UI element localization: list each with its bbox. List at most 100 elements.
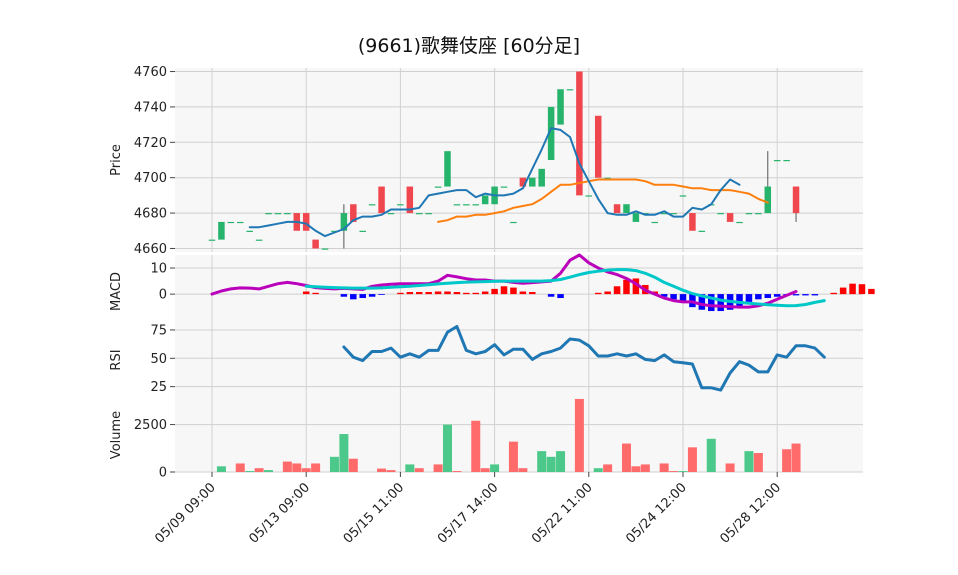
price-panel: 4660 4680 4700 4720 4740 4760 Price	[109, 65, 863, 257]
candle-body	[227, 221, 235, 224]
macd-histogram-bar	[773, 294, 781, 297]
candle-body	[378, 186, 385, 214]
ma-short-line	[248, 127, 741, 238]
volume-bar	[687, 447, 697, 472]
candle-body	[689, 213, 696, 231]
chart-panels: 4660 4680 4700 4720 4740 4760 Price 0 10 MACD 25 50…	[109, 65, 875, 481]
candle	[284, 213, 291, 215]
volume-bar	[744, 451, 754, 472]
macd-ytick-label: 0	[159, 288, 167, 303]
volume-bar	[264, 470, 274, 472]
macd-histogram-bar	[830, 292, 837, 295]
macd-histogram-bar	[350, 294, 357, 300]
macd-histogram-bar	[312, 292, 319, 295]
candle-body	[670, 213, 677, 215]
volume-bar	[329, 456, 339, 472]
candle-body	[764, 186, 772, 214]
candle-body	[434, 186, 442, 188]
x-tick-label: 05/09 09:00	[152, 480, 219, 547]
candle-body	[604, 177, 611, 179]
candle	[566, 89, 574, 91]
macd-histogram-bar	[444, 291, 451, 295]
volume-bar	[433, 464, 443, 472]
candle	[425, 213, 432, 215]
volume-bar	[348, 458, 358, 472]
candle-body	[208, 239, 216, 241]
candle	[481, 195, 489, 205]
candle	[679, 195, 687, 197]
candle	[208, 239, 216, 241]
candle-body	[453, 204, 461, 206]
candle	[312, 239, 319, 249]
volume-bar	[603, 464, 613, 472]
macd-histogram-bar	[406, 292, 414, 295]
chart-title: (9661)歌舞伎座 [60分足]	[358, 35, 580, 57]
volume-bar	[640, 464, 650, 472]
macd-histogram-bar	[745, 294, 753, 302]
candle-body	[660, 213, 668, 215]
volume-bar	[386, 470, 396, 472]
volume-bar	[405, 464, 415, 472]
macd-histogram-bar	[717, 294, 724, 312]
candle-body	[717, 213, 724, 215]
rsi-ylabel: RSI	[109, 349, 124, 370]
volume-bar	[537, 451, 547, 472]
volume-bar	[490, 464, 500, 472]
volume-ylabel: Volume	[109, 411, 124, 459]
price-ytick-label: 4740	[134, 100, 167, 115]
candle	[444, 151, 451, 187]
candle	[755, 213, 762, 215]
rsi-ytick-label: 25	[150, 380, 167, 395]
ma-long-line	[437, 178, 769, 223]
candle	[265, 213, 272, 215]
candle	[660, 213, 668, 215]
candle	[547, 106, 555, 160]
price-ytick-label: 4660	[134, 242, 167, 257]
volume-bar	[631, 466, 641, 472]
candle-body	[387, 213, 395, 215]
x-tick-label: 05/22 11:00	[529, 480, 596, 547]
candle	[670, 213, 677, 215]
candle-body	[415, 213, 423, 215]
macd-ylabel: MACD	[109, 272, 124, 311]
candle	[717, 213, 724, 215]
candle-body	[510, 221, 517, 224]
macd-histogram-bar	[302, 291, 310, 295]
volume-ytick-label: 2500	[134, 418, 167, 433]
candle	[218, 221, 225, 240]
volume-bar	[508, 441, 518, 472]
volume-bar	[725, 463, 735, 472]
volume-bar	[574, 398, 584, 472]
macd-panel: 0 10 MACD	[109, 253, 875, 328]
candle	[651, 221, 658, 224]
x-tick-label: 05/17 14:00	[435, 480, 502, 547]
candle-body	[547, 106, 555, 160]
candle	[585, 195, 593, 197]
candle	[773, 160, 781, 162]
volume-bar	[706, 438, 716, 472]
macd-histogram-bar	[529, 292, 536, 295]
candle-body	[237, 221, 244, 224]
macd-histogram-bar	[481, 291, 489, 295]
volume-bar	[518, 468, 528, 472]
volume-bar	[245, 471, 255, 472]
candle-body	[246, 230, 253, 232]
rsi-panel: 25 50 75 RSI	[109, 322, 863, 398]
macd-histogram-bar	[434, 291, 442, 295]
macd-histogram-bar	[868, 288, 875, 295]
macd-histogram-bar	[491, 288, 498, 295]
candle-body	[773, 160, 781, 162]
candle-body	[444, 151, 451, 187]
candle-body	[331, 230, 338, 232]
volume-bar	[621, 443, 631, 472]
x-tick-label: 05/13 09:00	[247, 480, 314, 547]
volume-bar	[556, 451, 566, 472]
rsi-line	[342, 325, 826, 392]
candle-body	[274, 213, 282, 215]
candle-body	[255, 239, 263, 241]
macd-plot-area	[175, 255, 863, 328]
candle-body	[792, 186, 800, 214]
candle	[350, 204, 357, 222]
candle	[274, 213, 282, 215]
